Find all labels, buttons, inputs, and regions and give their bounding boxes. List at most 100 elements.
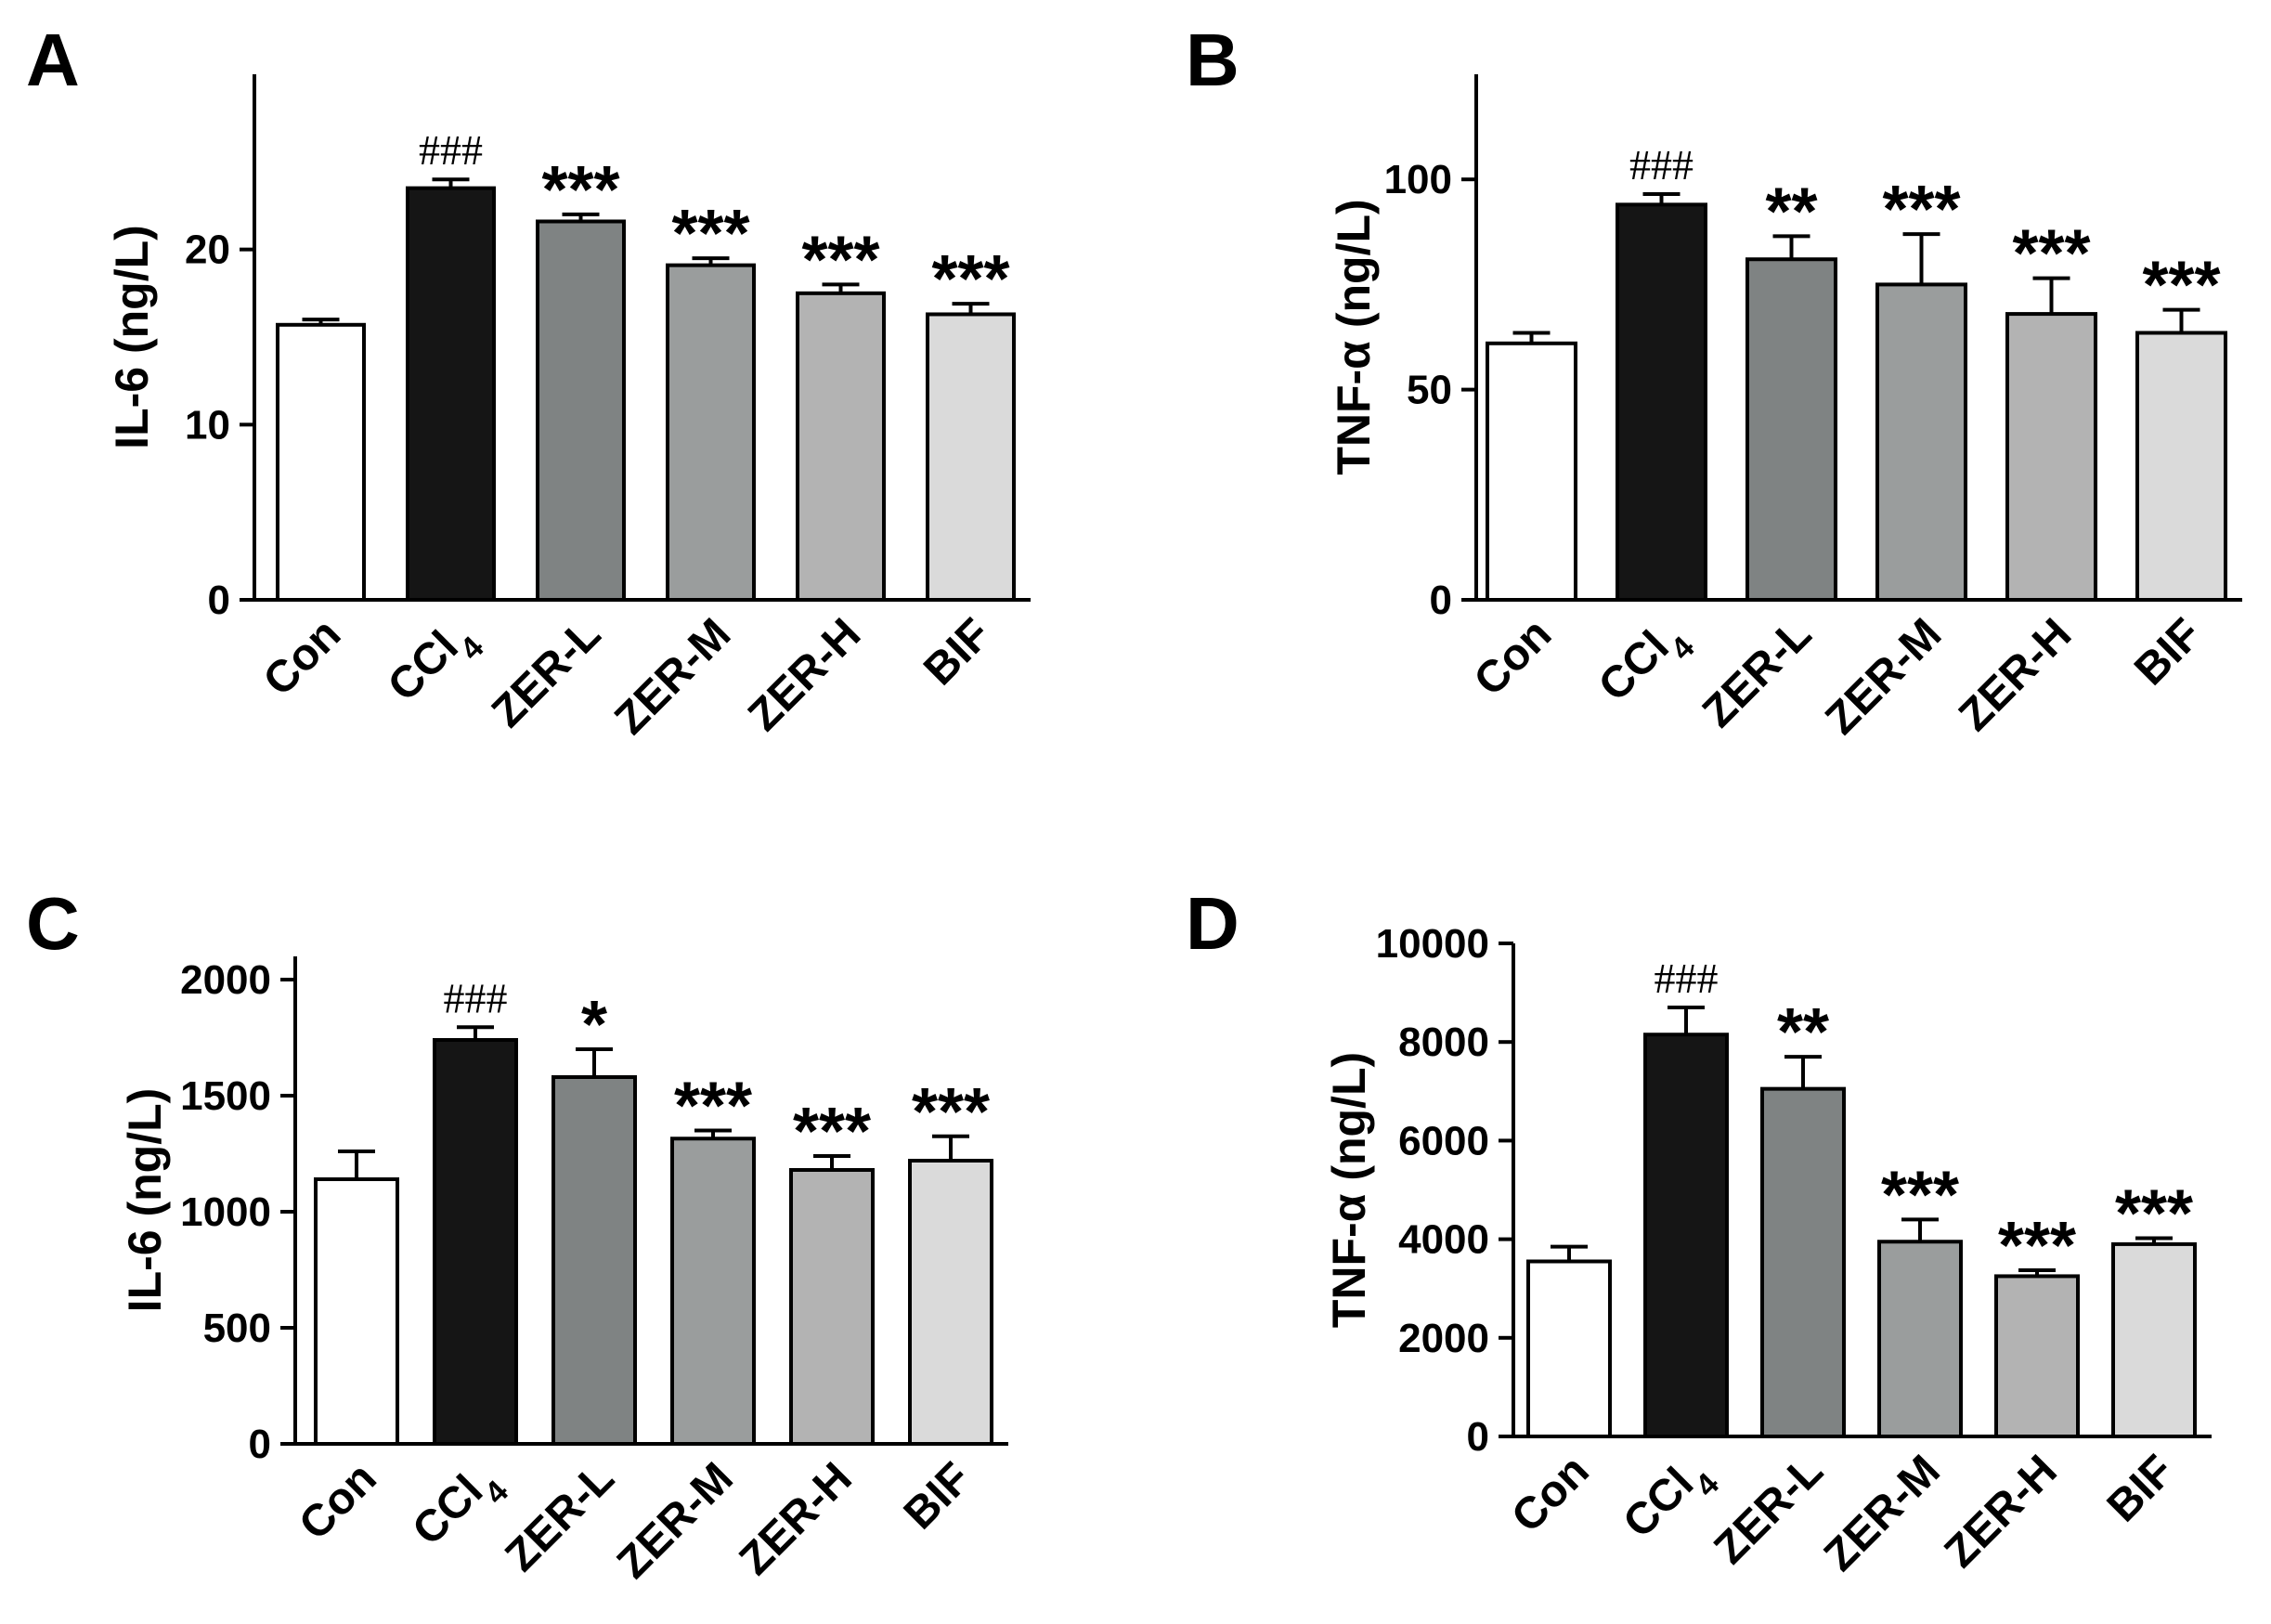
category-label-text: Con xyxy=(290,1453,385,1549)
significance-hash: ### xyxy=(1655,955,1719,1002)
y-tick-label: 0 xyxy=(249,1422,271,1467)
y-tick-label: 1500 xyxy=(180,1073,271,1119)
category-label-text: BIF xyxy=(895,1453,980,1539)
category-label-text: ZER-M xyxy=(1816,609,1951,744)
category-label-text: BIF xyxy=(2125,609,2211,695)
bar-zer-m xyxy=(1877,1240,1963,1438)
chart-panel-d: D 0 2000 4000 6000 8000 10000 TNF-α (ng/L) Con ##… xyxy=(1186,882,2212,1580)
y-tick-label: 0 xyxy=(1430,578,1452,623)
bar-ccl xyxy=(406,186,496,602)
significance-stars: *** xyxy=(671,197,749,271)
bar-zer-m xyxy=(666,263,756,602)
category-label: ZER-M xyxy=(1815,1446,1950,1580)
bar-zer-l xyxy=(1745,257,1837,602)
bar-con xyxy=(314,1177,399,1446)
y-axis-title: IL-6 (ng/L) xyxy=(119,1088,171,1313)
bar-con xyxy=(276,322,366,602)
category-label-text: ZER-L xyxy=(1705,1446,1832,1573)
y-tick-label: 10 xyxy=(185,402,230,448)
bar-zer-h xyxy=(796,291,886,602)
category-label-text: CCl xyxy=(1590,622,1679,711)
category-label-text: CCl xyxy=(1614,1459,1703,1548)
significance-stars: *** xyxy=(801,223,879,297)
panel-letter: A xyxy=(26,19,80,101)
category-label-text: BIF xyxy=(915,609,1000,695)
category-label: ZER-L xyxy=(483,609,610,736)
category-label: BIF xyxy=(2125,609,2211,695)
category-label: CCl4 xyxy=(1590,609,1702,721)
bar-zer-h xyxy=(789,1168,875,1446)
category-label-text: BIF xyxy=(2098,1446,2184,1531)
y-tick-label: 4000 xyxy=(1398,1217,1489,1263)
category-label-text: Con xyxy=(254,609,350,705)
category-label: ZER-H xyxy=(1950,609,2081,740)
significance-stars: *** xyxy=(1881,1158,1959,1232)
y-axis-title: IL-6 (ng/L) xyxy=(106,225,158,449)
category-label-text: CCl xyxy=(379,622,468,711)
category-label: CCl4 xyxy=(379,609,491,721)
category-label: BIF xyxy=(2098,1446,2184,1531)
significance-stars: *** xyxy=(2115,1177,2193,1252)
significance-stars: *** xyxy=(931,242,1009,317)
bar-bif xyxy=(2135,331,2227,602)
significance-hash: ### xyxy=(444,974,508,1021)
category-label: BIF xyxy=(895,1453,980,1539)
significance-stars: *** xyxy=(2142,249,2220,323)
category-label: ZER-L xyxy=(1694,609,1821,736)
y-axis-title: TNF-α (ng/L) xyxy=(1328,199,1380,474)
y-axis-title: TNF-α (ng/L) xyxy=(1323,1052,1375,1328)
panel-letter: D xyxy=(1186,882,1239,965)
panel-letter: B xyxy=(1186,19,1239,101)
significance-stars: *** xyxy=(793,1095,871,1169)
y-tick-label: 8000 xyxy=(1398,1020,1489,1065)
category-label: Con xyxy=(1465,609,1561,705)
category-label-text: ZER-M xyxy=(608,1453,743,1588)
bar-ccl xyxy=(433,1038,518,1446)
category-label-text: ZER-L xyxy=(483,609,610,736)
significance-stars: *** xyxy=(1998,1209,2076,1283)
category-label: ZER-M xyxy=(605,609,740,744)
significance-stars: * xyxy=(581,988,607,1062)
category-label-text: ZER-M xyxy=(1815,1446,1950,1580)
y-tick-label: 6000 xyxy=(1398,1118,1489,1163)
category-label: ZER-L xyxy=(1705,1446,1832,1573)
category-label: ZER-L xyxy=(496,1453,623,1580)
y-tick-label: 10000 xyxy=(1376,921,1489,967)
significance-stars: *** xyxy=(1882,173,1960,247)
category-label: Con xyxy=(1502,1446,1598,1541)
y-tick-label: 2000 xyxy=(180,957,271,1003)
bar-zer-l xyxy=(1760,1086,1846,1439)
significance-stars: ** xyxy=(1765,175,1817,249)
y-tick-label: 2000 xyxy=(1398,1316,1489,1361)
bar-bif xyxy=(908,1159,993,1446)
category-label-text: ZER-L xyxy=(496,1453,623,1580)
panel-letter: C xyxy=(26,882,80,965)
y-tick-label: 500 xyxy=(203,1306,271,1351)
category-label-text: ZER-M xyxy=(605,609,740,744)
significance-stars: *** xyxy=(674,1070,752,1144)
significance-stars: *** xyxy=(912,1075,990,1150)
category-label: Con xyxy=(254,609,350,705)
bar-con xyxy=(1526,1259,1612,1438)
category-label: ZER-H xyxy=(1936,1446,2067,1577)
significance-stars: *** xyxy=(541,153,619,227)
category-label: ZER-M xyxy=(1816,609,1951,744)
bar-zer-h xyxy=(1994,1274,2080,1439)
y-tick-label: 100 xyxy=(1384,157,1452,202)
bar-bif xyxy=(926,312,1016,602)
significance-hash: ### xyxy=(1629,141,1694,188)
bar-zer-h xyxy=(2005,312,2097,602)
category-label-text: Con xyxy=(1465,609,1561,705)
category-label-text: CCl xyxy=(403,1466,492,1555)
bar-zer-m xyxy=(1875,282,1967,602)
category-label: ZER-M xyxy=(608,1453,743,1588)
y-tick-label: 0 xyxy=(208,578,230,623)
significance-hash: ### xyxy=(419,126,483,174)
category-label-text: ZER-L xyxy=(1694,609,1821,736)
bar-bif xyxy=(2111,1241,2197,1439)
category-label: ZER-H xyxy=(739,609,870,740)
y-tick-label: 20 xyxy=(185,227,230,273)
